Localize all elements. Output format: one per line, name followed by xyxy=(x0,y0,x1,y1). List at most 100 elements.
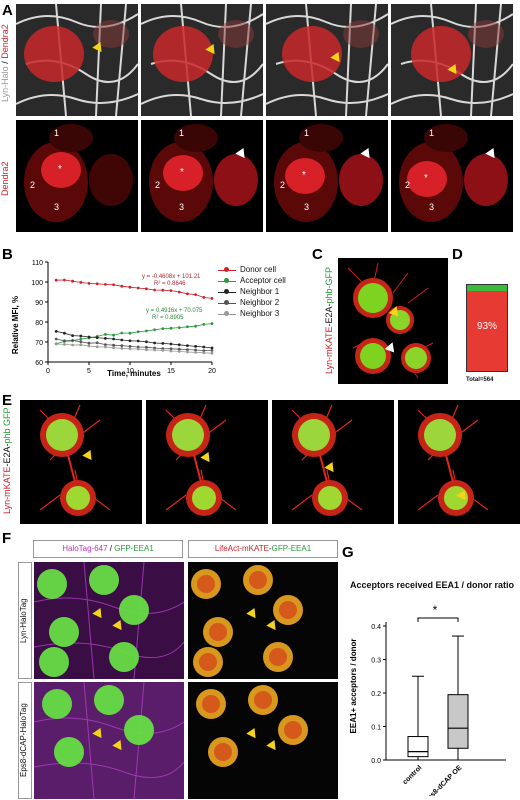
series-point-3 xyxy=(186,348,189,351)
series-point-0 xyxy=(153,288,157,292)
series-point-1 xyxy=(104,333,107,336)
panel-b-line-chart: 60 70 80 90 100 110 0 5 10 15 20 Relative MFI, % T… xyxy=(11,260,216,378)
series-point-4 xyxy=(54,342,58,346)
time-lapse-frame: 0:00:00.00010 µm xyxy=(20,400,142,524)
series-point-4 xyxy=(63,343,66,346)
cell-number-2: 2 xyxy=(30,180,36,190)
cell-number-3: 3 xyxy=(304,202,310,212)
legend-entry: Donor cell xyxy=(218,264,318,275)
eea1-micrograph-frame: 10 µm xyxy=(188,682,338,799)
box xyxy=(447,694,469,749)
series-point-4 xyxy=(120,347,124,350)
series-point-3 xyxy=(112,343,115,347)
cell-number-1: 1 xyxy=(54,128,60,138)
acceptor-fit-r2: R² = 0.8905 xyxy=(152,315,184,321)
micrograph xyxy=(34,682,184,799)
series-point-3 xyxy=(145,345,148,349)
series-point-3 xyxy=(95,341,99,345)
percent-label: 93% xyxy=(476,321,497,332)
halo-dendra-frame: 0:14:38.01610 µm xyxy=(266,4,388,116)
series-point-3 xyxy=(87,341,91,345)
series-point-3 xyxy=(54,337,58,341)
legend-entry: Neighbor 2 xyxy=(218,297,318,308)
panel-g-boxplot: EEA1+ acceptors / donor 0.00.10.20.30.4 … xyxy=(349,603,506,796)
legend-label: Donor cell xyxy=(240,265,277,274)
panel-c-image xyxy=(338,258,448,384)
series-point-2 xyxy=(63,331,66,335)
series-point-0 xyxy=(120,284,124,288)
series-point-0 xyxy=(169,289,173,292)
e2a-label-e: -E2A- xyxy=(2,443,12,467)
bar-segment-red xyxy=(467,291,507,371)
series-point-3 xyxy=(71,339,74,342)
series-point-0 xyxy=(71,279,74,283)
legend-label: Neighbor 3 xyxy=(240,309,280,318)
series-point-0 xyxy=(63,278,66,282)
series-point-4 xyxy=(169,349,173,353)
micrograph xyxy=(391,4,513,116)
chart-xlabel: Time, minutes xyxy=(107,369,161,378)
col2-title-separator: - xyxy=(268,544,272,553)
series-point-3 xyxy=(210,349,214,352)
series-point-0 xyxy=(177,290,181,294)
micrograph xyxy=(16,4,138,116)
series-point-4 xyxy=(210,351,214,355)
donor-star-icon: * xyxy=(180,167,184,178)
micrograph xyxy=(291,404,363,516)
box xyxy=(407,736,429,758)
series-point-1 xyxy=(120,331,124,335)
series-point-4 xyxy=(145,348,148,352)
series-point-3 xyxy=(63,339,66,343)
cell-number-2: 2 xyxy=(280,180,286,190)
significance-bracket xyxy=(417,617,459,622)
boxplot-ylabel: EEA1+ acceptors / donor xyxy=(349,639,358,734)
donor-star-icon: * xyxy=(424,173,428,184)
acceptor-fit-equation: y = 0.4916x + 70.075 xyxy=(146,308,203,314)
label-separator: / xyxy=(0,58,10,67)
series-point-0 xyxy=(136,286,140,290)
panel-f-row2-label: Eps8-dCAP-HaloTag xyxy=(19,703,28,778)
series-point-1 xyxy=(79,337,83,341)
series-point-2 xyxy=(136,339,140,343)
series-point-2 xyxy=(161,342,165,345)
series-point-0 xyxy=(186,292,189,296)
legend-label: Acceptor cell xyxy=(240,276,286,285)
micrograph xyxy=(165,404,237,516)
series-point-1 xyxy=(210,322,214,325)
series-point-4 xyxy=(87,344,91,348)
series-point-2 xyxy=(186,344,189,347)
micrograph xyxy=(399,124,508,222)
legend-label: Neighbor 2 xyxy=(240,298,280,307)
panel-f-col1-title: HaloTag-647 / GFP-EEA1 xyxy=(33,540,183,558)
series-point-3 xyxy=(128,345,132,348)
micrograph xyxy=(191,565,303,677)
series-point-2 xyxy=(120,338,124,342)
series-point-3 xyxy=(153,346,157,350)
series-point-2 xyxy=(145,340,148,344)
y-tick-label: 0.4 xyxy=(371,624,381,631)
legend-marker-icon xyxy=(218,299,236,307)
legend-entry: Neighbor 1 xyxy=(218,286,318,297)
series-point-0 xyxy=(128,285,132,289)
x-tick-label: 0 xyxy=(46,368,50,375)
series-point-3 xyxy=(104,343,107,346)
series-point-1 xyxy=(177,326,181,329)
panel-label-c: C xyxy=(312,246,323,263)
lyn-mkate-label: Lyn-mKATE xyxy=(324,326,334,374)
series-point-2 xyxy=(79,334,83,338)
panel-label-a: A xyxy=(2,2,13,19)
series-point-0 xyxy=(112,283,115,287)
series-point-2 xyxy=(169,342,173,346)
series-point-4 xyxy=(194,351,198,354)
col1-title-separator: / xyxy=(107,544,115,553)
cell-number-1: 1 xyxy=(429,128,435,138)
series-point-1 xyxy=(128,331,132,335)
legend-marker-icon xyxy=(218,288,236,296)
series-point-4 xyxy=(128,347,132,351)
series-point-0 xyxy=(194,293,198,296)
series-point-1 xyxy=(136,330,140,334)
series-point-2 xyxy=(87,335,91,339)
series-point-2 xyxy=(202,345,206,349)
legend-entry: Acceptor cell xyxy=(218,275,318,286)
series-point-3 xyxy=(202,349,206,352)
